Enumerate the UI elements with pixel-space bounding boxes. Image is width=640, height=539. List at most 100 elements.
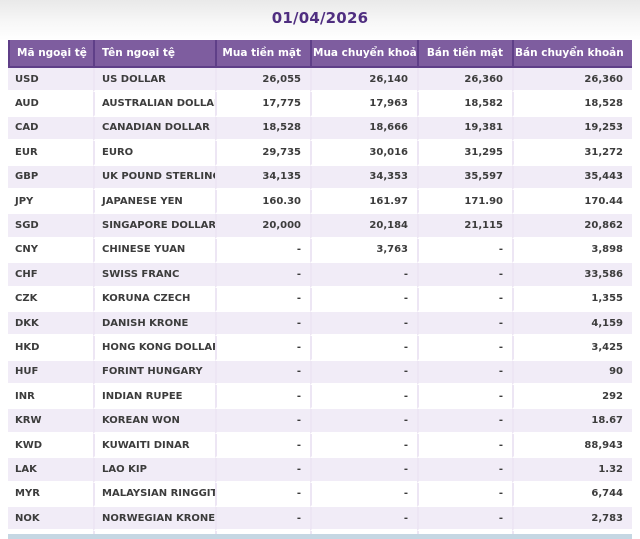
cell-krw-sell_transfer: 18.67 <box>512 409 632 434</box>
cell-hkd-buy_cash: - <box>215 336 310 361</box>
table-row-inr: INR INDIAN RUPEE - - -292 <box>8 385 632 410</box>
cell-krw-code: KRW <box>8 409 93 434</box>
cell-krw-sell_cash: - <box>417 409 512 434</box>
table-row-czk: CZK KORUNA CZECH - - -1,355 <box>8 287 632 312</box>
cell-kwd-name: KUWAITI DINAR <box>93 433 215 459</box>
cell-czk-sell_cash: - <box>417 287 512 312</box>
cell-lak-buy_transfer: - <box>310 458 417 483</box>
table-row-nok: NOK NORWEGIAN KRONE - - -2,783 <box>8 507 632 532</box>
table-row-jpy: JPY JAPANESE YEN 160.30 161.97 171.90 170.44 <box>8 189 632 215</box>
cell-czk-sell_transfer: 1,355 <box>512 287 632 312</box>
table-row-lak: LAK LAO KIP - - -1.32 <box>8 458 632 483</box>
cell-usd-buy_transfer: 26,140 <box>310 68 417 93</box>
cell-myr-code: MYR <box>8 482 93 508</box>
cell-gbp-buy_transfer: 34,353 <box>310 165 417 190</box>
cell-dkk-sell_cash: - <box>417 311 512 337</box>
cell-chf-name: SWISS FRANC <box>93 263 215 288</box>
cell-myr-sell_cash: - <box>417 482 512 508</box>
cell-eur-sell_cash: 31,295 <box>417 141 512 166</box>
cell-kwd-code: KWD <box>8 433 93 459</box>
cell-aud-sell_cash: 18,582 <box>417 92 512 117</box>
table-header-row: Mã ngoại tệ Tên ngoại tệ Mua tiền mặt Mua c… <box>8 40 632 68</box>
cell-nok-sell_cash: - <box>417 507 512 532</box>
cell-czk-buy_cash: - <box>215 287 310 312</box>
cell-sgd-sell_transfer: 20,862 <box>512 214 632 239</box>
cell-hkd-code: HKD <box>8 336 93 361</box>
cell-hkd-sell_cash: - <box>417 336 512 361</box>
cell-huf-buy_transfer: - <box>310 360 417 386</box>
cell-nok-buy_cash: - <box>215 507 310 532</box>
table-body: USD US DOLLAR 26,055 26,140 26,360 26,360 AUD A… <box>8 68 632 539</box>
cell-dkk-code: DKK <box>8 311 93 337</box>
cell-inr-sell_transfer: 292 <box>512 385 632 410</box>
table-row-usd: USD US DOLLAR 26,055 26,140 26,360 26,360 <box>8 68 632 93</box>
cell-usd-sell_cash: 26,360 <box>417 68 512 93</box>
cell-krw-name: KOREAN WON <box>93 409 215 434</box>
cell-gbp-buy_cash: 34,135 <box>215 165 310 190</box>
cell-chf-code: CHF <box>8 263 93 288</box>
cell-cad-buy_transfer: 18,666 <box>310 116 417 142</box>
table-row-eur: EUR EURO 29,735 30,016 31,295 31,272 <box>8 141 632 166</box>
table-row-aud: AUD AUSTRALIAN DOLLAR 17,775 17,963 18,582 18… <box>8 92 632 117</box>
cell-sgd-buy_transfer: 20,184 <box>310 214 417 239</box>
cell-lak-code: LAK <box>8 458 93 483</box>
column-header-sell_transfer: Bán chuyển khoản <box>512 40 632 68</box>
cell-aud-sell_transfer: 18,528 <box>512 92 632 117</box>
column-header-sell_cash: Bán tiền mặt <box>417 40 512 68</box>
cell-eur-code: EUR <box>8 141 93 166</box>
cell-cad-name: CANADIAN DOLLAR <box>93 116 215 142</box>
cell-sgd-code: SGD <box>8 214 93 239</box>
cell-myr-buy_cash: - <box>215 482 310 508</box>
cell-eur-buy_transfer: 30,016 <box>310 141 417 166</box>
cell-hkd-buy_transfer: - <box>310 336 417 361</box>
cell-cny-sell_cash: - <box>417 238 512 264</box>
table-row-hkd: HKD HONG KONG DOLLAR - - -3,425 <box>8 336 632 361</box>
cell-chf-sell_cash: - <box>417 263 512 288</box>
table-row-cad: CAD CANADIAN DOLLAR 18,528 18,666 19,381 19,2… <box>8 116 632 142</box>
cell-myr-buy_transfer: - <box>310 482 417 508</box>
title-bar: 01/04/2026 <box>0 0 640 40</box>
cell-gbp-sell_cash: 35,597 <box>417 165 512 190</box>
cell-dkk-buy_transfer: - <box>310 311 417 337</box>
bottom-strip <box>8 534 632 539</box>
rate-date-title: 01/04/2026 <box>271 9 369 27</box>
cell-eur-name: EURO <box>93 141 215 166</box>
cell-hkd-name: HONG KONG DOLLAR <box>93 336 215 361</box>
cell-eur-sell_transfer: 31,272 <box>512 141 632 166</box>
cell-czk-name: KORUNA CZECH <box>93 287 215 312</box>
table-row-kwd: KWD KUWAITI DINAR - - -88,943 <box>8 433 632 459</box>
cell-lak-buy_cash: - <box>215 458 310 483</box>
cell-aud-code: AUD <box>8 92 93 117</box>
cell-lak-sell_transfer: 1.32 <box>512 458 632 483</box>
cell-inr-name: INDIAN RUPEE <box>93 385 215 410</box>
cell-aud-buy_transfer: 17,963 <box>310 92 417 117</box>
cell-usd-code: USD <box>8 68 93 93</box>
cell-chf-sell_transfer: 33,586 <box>512 263 632 288</box>
cell-cny-buy_transfer: 3,763 <box>310 238 417 264</box>
cell-huf-buy_cash: - <box>215 360 310 386</box>
table-row-huf: HUF FORINT HUNGARY - - -90 <box>8 360 632 386</box>
table-row-gbp: GBP UK POUND STERLING 34,135 34,353 35,597 35… <box>8 165 632 190</box>
cell-inr-buy_transfer: - <box>310 385 417 410</box>
cell-nok-name: NORWEGIAN KRONE <box>93 507 215 532</box>
column-header-code: Mã ngoại tệ <box>8 40 93 68</box>
cell-czk-code: CZK <box>8 287 93 312</box>
table-row-krw: KRW KOREAN WON - - -18.67 <box>8 409 632 434</box>
cell-usd-buy_cash: 26,055 <box>215 68 310 93</box>
cell-sgd-name: SINGAPORE DOLLAR <box>93 214 215 239</box>
cell-huf-name: FORINT HUNGARY <box>93 360 215 386</box>
cell-jpy-buy_cash: 160.30 <box>215 189 310 215</box>
cell-sgd-buy_cash: 20,000 <box>215 214 310 239</box>
cell-lak-name: LAO KIP <box>93 458 215 483</box>
cell-usd-name: US DOLLAR <box>93 68 215 93</box>
cell-nok-sell_transfer: 2,783 <box>512 507 632 532</box>
column-header-name: Tên ngoại tệ <box>93 40 215 68</box>
cell-dkk-buy_cash: - <box>215 311 310 337</box>
cell-cad-sell_cash: 19,381 <box>417 116 512 142</box>
cell-jpy-sell_cash: 171.90 <box>417 189 512 215</box>
cell-kwd-sell_transfer: 88,943 <box>512 433 632 459</box>
cell-aud-name: AUSTRALIAN DOLLAR <box>93 92 215 117</box>
cell-cny-code: CNY <box>8 238 93 264</box>
cell-gbp-name: UK POUND STERLING <box>93 165 215 190</box>
